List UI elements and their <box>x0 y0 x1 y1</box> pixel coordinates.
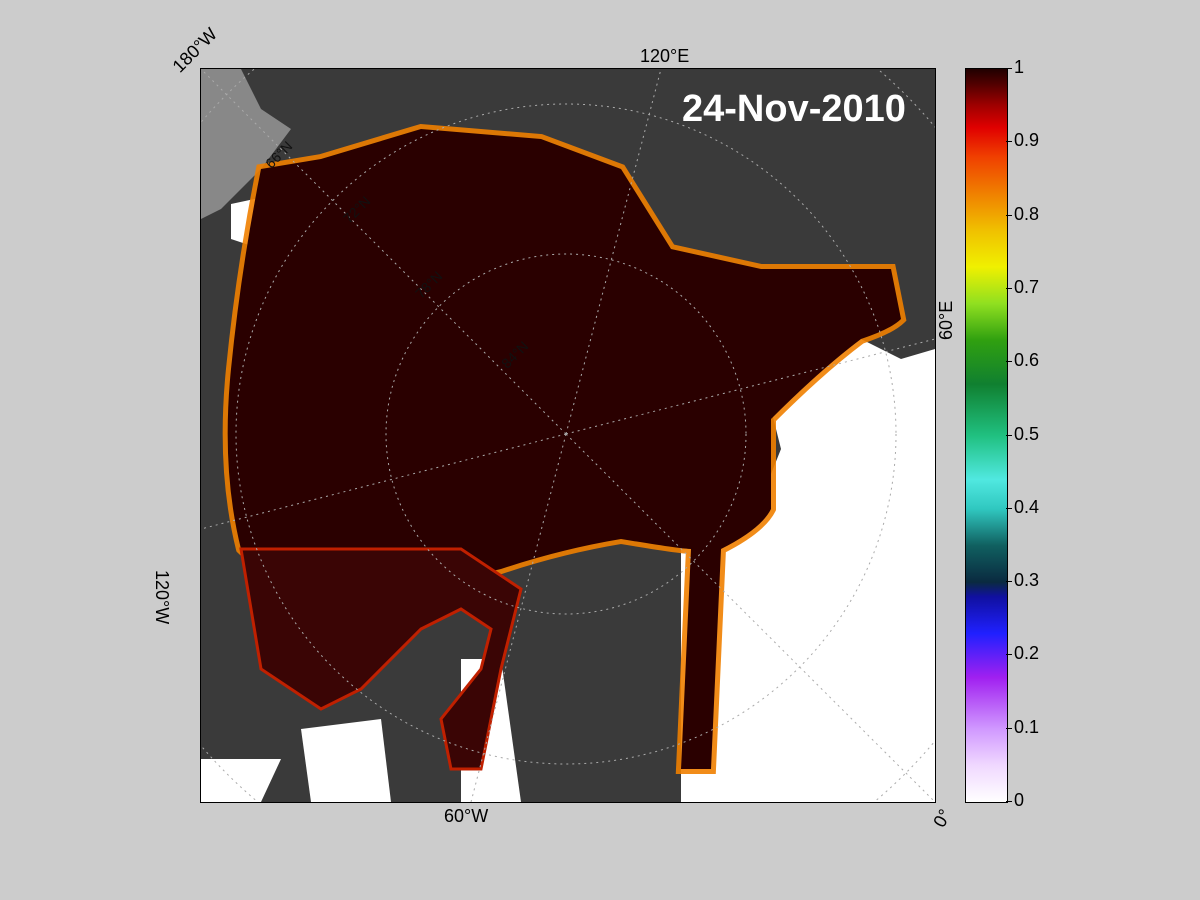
open-water-atlantic <box>681 329 935 802</box>
graticule <box>201 69 935 802</box>
colorbar-tick <box>1006 68 1012 69</box>
archipelago-ice <box>239 547 523 771</box>
colorbar-tick <box>1006 727 1012 729</box>
colorbar-tick-label: 0.4 <box>1014 496 1040 517</box>
colorbar-tick <box>1006 214 1012 216</box>
colorbar-tick <box>1006 141 1012 143</box>
date-label: 24-Nov-2010 <box>682 88 906 130</box>
colorbar-tick <box>1006 581 1012 583</box>
colorbar-tick-label: 0.1 <box>1014 716 1040 737</box>
open-water-hudson <box>201 759 281 802</box>
colorbar-tick-label: 0.9 <box>1014 130 1040 151</box>
colorbar-tick-label: 0.6 <box>1014 350 1040 371</box>
colorbar-tick-label: 0.2 <box>1014 643 1040 664</box>
sea-ice-pack <box>227 129 901 769</box>
lon-label-120w: 120°W <box>152 570 172 625</box>
lon-label-60w: 60°W <box>444 806 489 826</box>
colorbar-tick <box>1006 654 1012 656</box>
colorbar-tick-label: 0.5 <box>1014 423 1040 444</box>
lon-label-60e: 60°E <box>936 300 956 340</box>
colorbar-tick <box>1006 507 1012 509</box>
colorbar-tick-label: 0.3 <box>1014 570 1040 591</box>
lon-label-120e: 120°E <box>640 46 690 66</box>
colorbar-tick <box>1006 361 1012 363</box>
colorbar-tick <box>1006 287 1012 289</box>
open-water-labrador <box>301 719 391 802</box>
colorbar-tick-label: 0 <box>1014 790 1025 810</box>
sea-ice-map <box>200 68 936 803</box>
map-graphic <box>201 69 935 802</box>
colorbar-tick <box>1006 434 1012 436</box>
land-light-area <box>201 69 291 219</box>
colorbar-tick-label: 0.7 <box>1014 276 1040 297</box>
colorbar-tick <box>1006 801 1012 802</box>
colorbar-tick-label: 1 <box>1014 57 1025 77</box>
lon-label-0: 0° <box>929 805 956 831</box>
colorbar-tick-label: 0.8 <box>1014 203 1040 224</box>
colorbar <box>965 68 1008 803</box>
